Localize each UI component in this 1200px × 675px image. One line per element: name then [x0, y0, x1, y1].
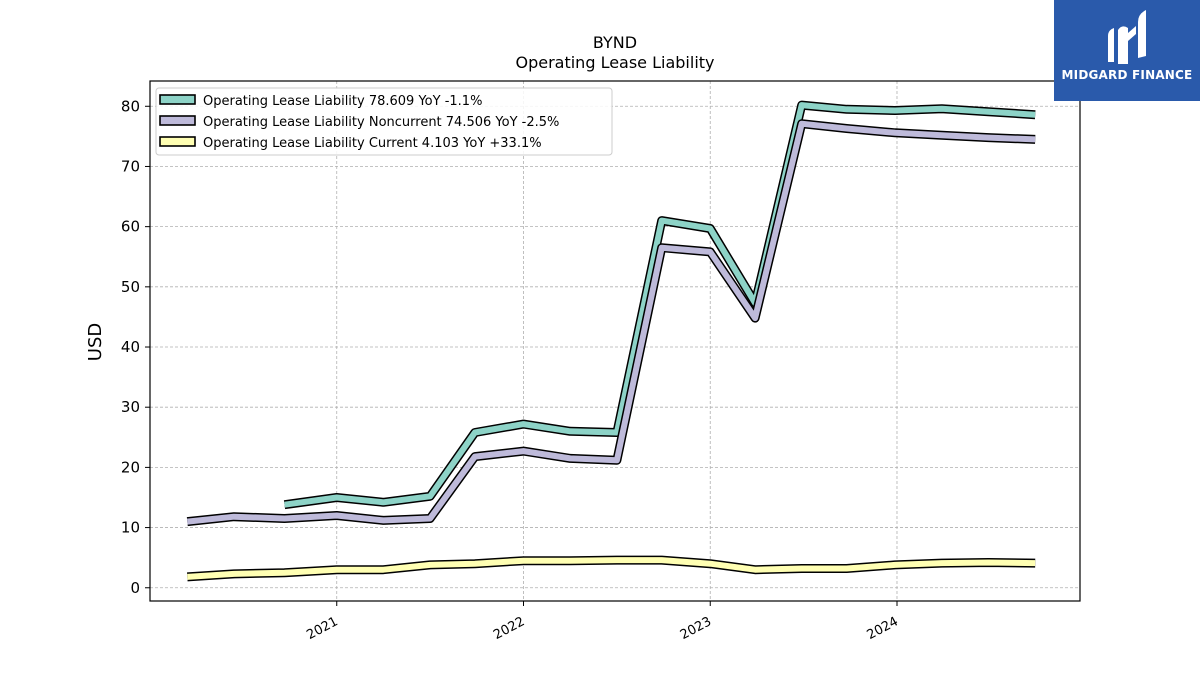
y-tick-label: 60	[121, 218, 140, 236]
y-tick-label: 30	[121, 398, 140, 416]
y-axis-label: USD	[85, 323, 106, 361]
brand-logo: MIDGARD FINANCE	[1054, 0, 1200, 101]
series-line	[187, 557, 1036, 580]
series-line	[284, 102, 1036, 508]
legend-swatch	[159, 94, 196, 105]
series-layer	[186, 100, 1036, 582]
y-tick-label: 20	[121, 458, 140, 476]
plot-area	[149, 80, 1081, 602]
y-tick-label: 70	[121, 157, 140, 175]
legend-swatch	[159, 136, 196, 147]
series-line	[186, 120, 1036, 525]
y-axis: 0 10 20 30 40 50 60 70 80	[121, 97, 150, 597]
logo-text: MIDGARD FINANCE	[1061, 68, 1193, 82]
legend-label: Operating Lease Liability Noncurrent 74.…	[203, 115, 559, 130]
y-tick-label: 80	[121, 97, 140, 115]
logo-mark-icon	[1108, 10, 1146, 64]
x-tick-label: 2024	[865, 614, 901, 643]
legend-label: Operating Lease Liability Current 4.103 …	[203, 136, 542, 151]
y-tick-label: 40	[121, 338, 140, 356]
legend-swatch	[159, 115, 196, 126]
x-axis: 2021 2022 2023 2024	[304, 601, 901, 643]
legend-label: Operating Lease Liability 78.609 YoY -1.…	[203, 94, 482, 109]
series-outline	[283, 100, 1036, 510]
y-tick-label: 50	[121, 278, 140, 296]
y-tick-label: 0	[130, 579, 140, 597]
chart-subtitle: Operating Lease Liability	[515, 53, 714, 72]
chart-title: BYND	[593, 33, 637, 52]
x-tick-label: 2021	[304, 614, 340, 643]
y-tick-label: 10	[121, 519, 140, 537]
grid	[150, 81, 1080, 601]
legend: Operating Lease Liability 78.609 YoY -1.…	[155, 87, 613, 156]
x-tick-label: 2023	[678, 614, 714, 643]
x-tick-label: 2022	[491, 614, 527, 643]
legend-box	[155, 87, 613, 156]
